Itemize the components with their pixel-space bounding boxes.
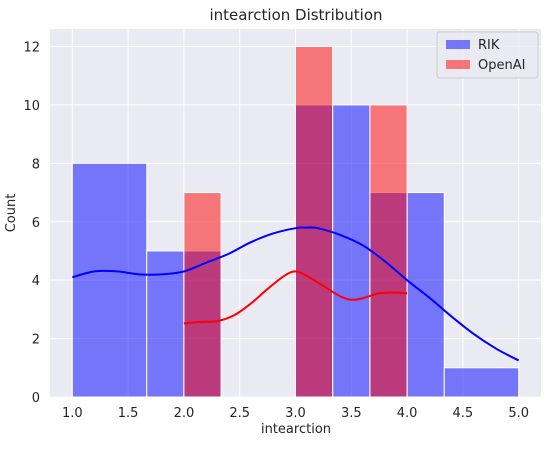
bar-rik bbox=[332, 104, 371, 398]
x-tick-label: 1.0 bbox=[62, 406, 83, 421]
x-axis-label: intearction bbox=[261, 422, 331, 437]
bar-openai bbox=[183, 192, 222, 398]
histogram-bars bbox=[71, 46, 520, 398]
bar-openai bbox=[369, 104, 408, 398]
legend-label-rik: RIK bbox=[478, 38, 500, 53]
x-tick-label: 4.5 bbox=[453, 406, 474, 421]
x-tick-label: 2.5 bbox=[229, 406, 250, 421]
x-tick-label: 1.5 bbox=[118, 406, 139, 421]
chart-title: intearction Distribution bbox=[209, 6, 382, 24]
x-tick-label: 4.0 bbox=[397, 406, 418, 421]
legend-swatch-openai bbox=[446, 60, 470, 69]
x-tick-label: 3.5 bbox=[341, 406, 362, 421]
legend-label-openai: OpenAI bbox=[478, 58, 525, 73]
x-axis-ticks: 1.0 1.5 2.0 2.5 3.0 3.5 4.0 4.5 5.0 bbox=[62, 406, 529, 421]
x-tick-label: 5.0 bbox=[508, 406, 529, 421]
kde-line-rik bbox=[72, 226, 520, 362]
x-tick-label: 2.0 bbox=[174, 406, 195, 421]
y-tick-label: 6 bbox=[32, 216, 40, 231]
bar-rik bbox=[443, 367, 520, 398]
y-tick-label: 0 bbox=[32, 391, 40, 406]
y-tick-label: 8 bbox=[32, 157, 40, 172]
y-tick-label: 4 bbox=[32, 274, 40, 289]
bar-rik bbox=[71, 162, 148, 398]
y-tick-label: 12 bbox=[23, 41, 40, 56]
legend-swatch-rik bbox=[446, 40, 470, 49]
y-axis-label: Count bbox=[4, 194, 19, 233]
y-tick-label: 2 bbox=[32, 333, 40, 348]
x-tick-label: 3.0 bbox=[285, 406, 306, 421]
y-tick-label: 10 bbox=[23, 99, 40, 114]
kde-curves bbox=[72, 226, 520, 362]
legend: RIK OpenAI bbox=[436, 31, 539, 79]
bar-openai bbox=[295, 46, 334, 398]
kde-line-openai bbox=[183, 270, 408, 325]
y-axis-ticks: 0 2 4 6 8 10 12 bbox=[23, 41, 40, 406]
